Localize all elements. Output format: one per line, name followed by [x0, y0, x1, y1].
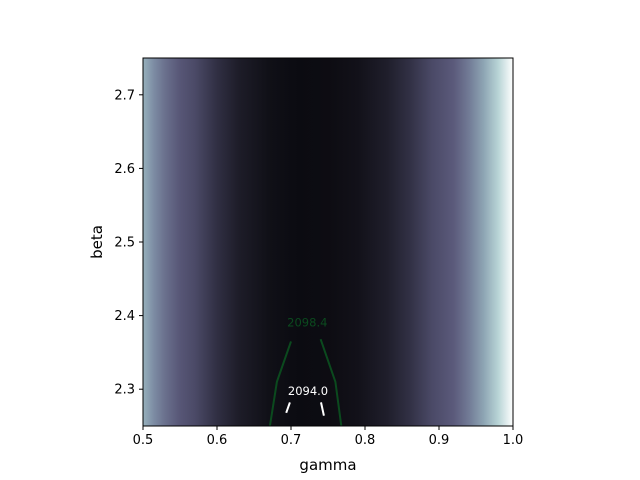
x-tick-label: 0.7 [281, 433, 302, 448]
y-tick-label: 2.6 [114, 162, 135, 177]
plot-area: 2098.4 2094.0 [143, 58, 513, 426]
y-tick-label: 2.7 [114, 88, 135, 103]
y-axis-ticks: 2.3 2.4 2.5 2.6 2.7 [114, 88, 143, 398]
x-tick-label: 1.0 [503, 433, 524, 448]
x-axis-label: gamma [299, 456, 356, 474]
contour-label-0: 2098.4 [287, 316, 327, 330]
contour-label-1: 2094.0 [288, 384, 328, 398]
y-axis-label: beta [88, 225, 106, 259]
contour-line-0-0 [268, 341, 292, 426]
y-tick-label: 2.4 [114, 309, 135, 324]
x-tick-label: 0.6 [207, 433, 228, 448]
contour-line-1-1 [320, 402, 325, 416]
contour-line-0-1 [319, 338, 343, 426]
y-tick-label: 2.5 [114, 236, 135, 251]
x-tick-label: 0.5 [133, 433, 154, 448]
x-tick-label: 0.9 [429, 433, 450, 448]
heatmap-field [143, 58, 513, 426]
x-axis-ticks: 0.5 0.6 0.7 0.8 0.9 1.0 [133, 426, 524, 448]
contour-layer: 2098.4 2094.0 [268, 316, 343, 426]
x-tick-label: 0.8 [355, 433, 376, 448]
y-tick-label: 2.3 [114, 383, 135, 398]
contour-line-1-0 [285, 402, 291, 414]
